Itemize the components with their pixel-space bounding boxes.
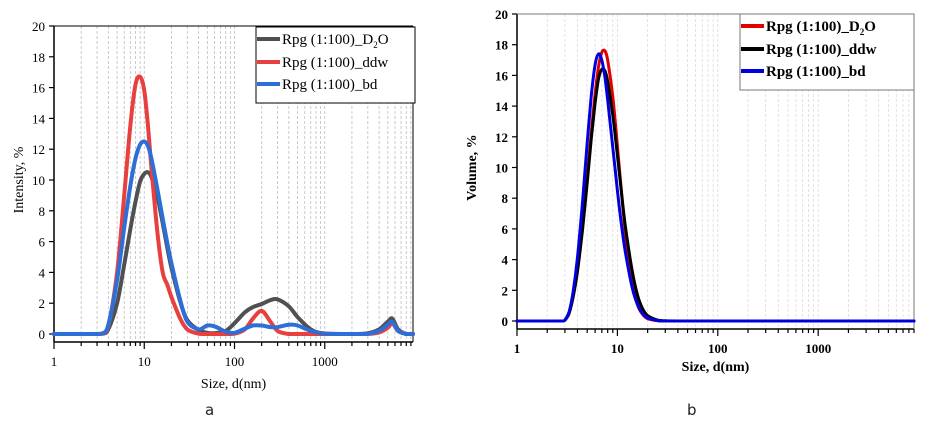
legend-label-1: Rpg (1:100)_ddw [282,55,388,71]
x-axis-label: Size, d(nm) [201,377,267,392]
y-tick-label: 12 [32,142,45,157]
x-tick-label: 1000 [312,354,338,369]
series-line-0 [52,170,415,336]
x-tick-label: 1 [51,354,58,369]
y-tick-label: 18 [495,38,509,53]
series-line-1 [515,67,916,323]
legend-label-tail: O [864,19,876,35]
y-tick-label: 6 [39,235,46,250]
y-tick-label: 18 [32,50,45,65]
x-tick-label: 10 [611,341,624,356]
y-tick-label: 0 [502,314,509,329]
y-axis-label: Intensity, % [12,146,27,213]
y-tick-label: 16 [495,68,509,83]
series-line-2 [52,139,415,336]
x-axis-label: Size, d(nm) [682,360,750,375]
legend-label-tail: O [378,32,389,48]
legend-label-0: Rpg (1:100)_D2O [282,32,389,50]
y-tick-label: 8 [502,191,509,206]
legend-label-0: Rpg (1:100)_D2O [766,19,876,37]
y-tick-label: 4 [502,253,509,268]
legend-box [255,26,416,104]
x-tick-label: 1000 [805,341,831,356]
legend-box [739,13,915,91]
x-tick-label: 1 [514,341,521,356]
y-tick-label: 6 [502,222,509,237]
x-tick-label: 100 [708,341,728,356]
y-axis-label: Volume, % [465,134,480,200]
legend-label-main: Rpg (1:100)_D [282,32,373,48]
legend-label-subscript: 2 [860,27,865,37]
caption-a: a [205,401,215,419]
y-tick-label: 0 [39,327,46,342]
chart-panel-a: 0 2 4 6 8 10 12 14 16 18 20 1 10 100 1000 Size, d(nm) In… [12,19,416,392]
series-line-1 [52,74,415,336]
legend-label-1: Rpg (1:100)_ddw [766,42,877,58]
y-tick-label: 20 [495,7,508,22]
y-tick-label: 8 [39,204,46,219]
series-line-2 [515,52,916,323]
y-tick-label: 20 [32,19,45,34]
legend-label-subscript: 2 [373,40,378,50]
legend-label-2: Rpg (1:100)_bd [282,77,378,93]
legend-label-2: Rpg (1:100)_bd [766,64,866,80]
y-tick-label: 16 [32,81,46,96]
y-tick-label: 2 [502,283,509,298]
y-tick-label: 4 [39,265,46,280]
y-tick-label: 14 [495,99,509,114]
y-tick-label: 2 [39,296,46,311]
y-tick-label: 10 [32,173,45,188]
caption-b: b [687,401,697,419]
y-tick-label: 14 [32,111,46,126]
y-tick-label: 10 [495,161,508,176]
y-tick-label: 12 [495,130,508,145]
x-tick-label: 10 [138,354,151,369]
chart-panel-b: 0 2 4 6 8 10 12 14 16 18 20 1 10 100 1000 Size, d(nm) Vo… [465,7,916,375]
legend-label-main: Rpg (1:100)_D [766,19,860,35]
x-tick-label: 100 [225,354,245,369]
